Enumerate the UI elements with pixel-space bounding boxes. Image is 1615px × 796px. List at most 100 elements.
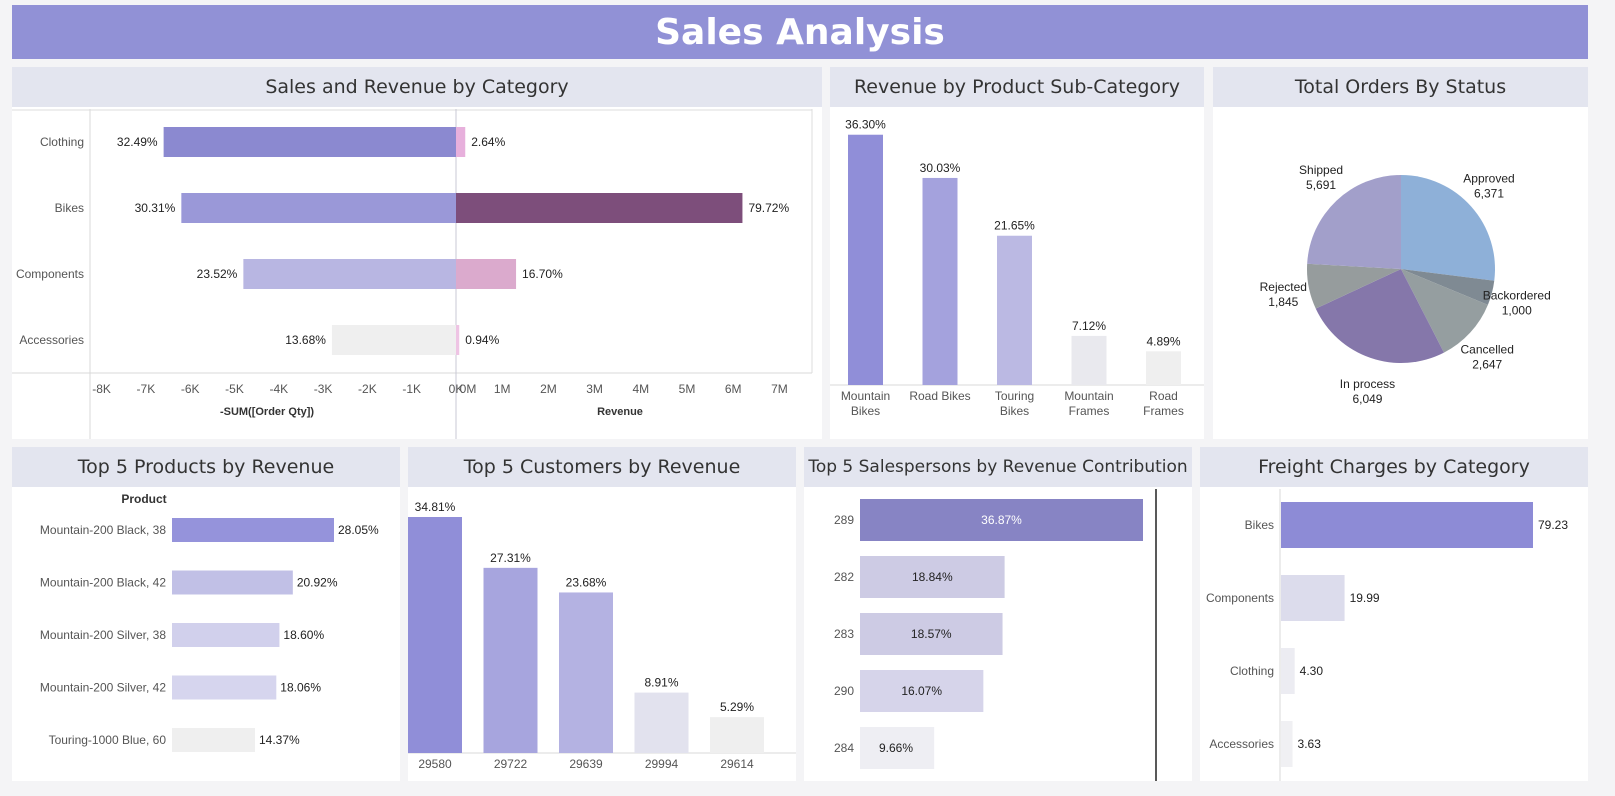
tick-label: 1M bbox=[494, 382, 511, 396]
category-label: Road bbox=[1149, 389, 1178, 403]
panel-status: Total Orders By Status Approved 6,371 Back… bbox=[1213, 67, 1588, 439]
product-bar bbox=[172, 570, 293, 595]
panel-products: Top 5 Products by Revenue Product Mountai… bbox=[12, 447, 400, 781]
qty-bar bbox=[331, 325, 456, 355]
value-label: 18.57% bbox=[911, 627, 952, 641]
column-header: Product bbox=[121, 492, 166, 506]
salesperson-label: 284 bbox=[834, 741, 854, 755]
freight-chart: Bikes 79.23 Components 19.99 Clothing 4.30 Acc… bbox=[1206, 489, 1568, 781]
customer-bar bbox=[408, 517, 462, 753]
category-label: Frames bbox=[1143, 404, 1184, 418]
tick-label: -4K bbox=[269, 382, 288, 396]
slice-value-label: 5,691 bbox=[1306, 178, 1336, 192]
product-label: Mountain-200 Silver, 42 bbox=[40, 681, 166, 695]
customer-label: 29639 bbox=[569, 757, 603, 771]
value-label: 4.89% bbox=[1146, 334, 1180, 348]
value-label: 14.37% bbox=[259, 733, 300, 747]
value-label: 7.12% bbox=[1072, 319, 1106, 333]
value-label: 18.84% bbox=[912, 570, 953, 584]
pie-slice bbox=[1307, 175, 1401, 269]
value-label: 9.66% bbox=[879, 741, 913, 755]
customer-bar bbox=[483, 567, 538, 753]
value-label: 16.07% bbox=[901, 684, 942, 698]
customer-label: 29994 bbox=[645, 757, 679, 771]
panel-title: Top 5 Customers by Revenue bbox=[408, 447, 796, 487]
customer-bar bbox=[710, 717, 764, 753]
product-label: Mountain-200 Black, 38 bbox=[40, 523, 166, 537]
revenue-label: 16.70% bbox=[522, 267, 563, 281]
category-label: Mountain bbox=[1064, 389, 1113, 403]
customer-bar bbox=[559, 592, 613, 753]
category-label: Bikes bbox=[851, 404, 880, 418]
product-bar bbox=[172, 675, 277, 700]
value-label: 20.92% bbox=[297, 576, 338, 590]
tick-label: 0M bbox=[460, 382, 477, 396]
pie-slice bbox=[1401, 269, 1495, 305]
customer-label: 29580 bbox=[418, 757, 452, 771]
slice-value-label: 6,371 bbox=[1474, 186, 1504, 200]
qty-label: 32.49% bbox=[117, 135, 158, 149]
slice-name-label: In process bbox=[1340, 377, 1395, 391]
freight-bar bbox=[1281, 575, 1345, 621]
product-bar bbox=[172, 728, 255, 752]
subcat-bar bbox=[848, 134, 883, 385]
salespersons-chart: 289 36.87% 282 18.84% 283 18.57% 290 16.07% 284 9… bbox=[834, 489, 1157, 781]
qty-bar bbox=[181, 193, 456, 223]
panel-subcat: Revenue by Product Sub-Category 36.30% Mo… bbox=[830, 67, 1204, 439]
category-label: Bikes bbox=[1245, 518, 1274, 532]
qty-bar bbox=[243, 259, 456, 289]
slice-name-label: Cancelled bbox=[1461, 343, 1514, 357]
tick-label: -7K bbox=[137, 382, 156, 396]
value-label: 36.30% bbox=[845, 118, 886, 132]
salesperson-label: 289 bbox=[834, 513, 854, 527]
panel-title: Top 5 Products by Revenue bbox=[12, 447, 400, 487]
subcat-bar bbox=[1071, 335, 1107, 385]
revenue-bar bbox=[456, 127, 466, 157]
category-label: Bikes bbox=[1000, 404, 1029, 418]
revenue-label: 2.64% bbox=[471, 135, 505, 149]
panel-title: Revenue by Product Sub-Category bbox=[830, 67, 1204, 107]
salesperson-bar bbox=[860, 499, 1143, 541]
customer-label: 29614 bbox=[720, 757, 754, 771]
value-label: 4.30 bbox=[1300, 664, 1324, 678]
freight-bar bbox=[1281, 648, 1295, 694]
product-label: Mountain-200 Black, 42 bbox=[40, 576, 166, 590]
product-bar bbox=[172, 623, 280, 647]
value-label: 79.23 bbox=[1538, 518, 1568, 532]
salesperson-label: 282 bbox=[834, 570, 854, 584]
revenue-bar bbox=[456, 259, 517, 289]
tick-label: -5K bbox=[225, 382, 244, 396]
revenue-bar bbox=[456, 193, 743, 223]
value-label: 5.29% bbox=[720, 700, 754, 714]
salesperson-bar bbox=[860, 613, 1003, 655]
panel-title: Total Orders By Status bbox=[1213, 67, 1588, 107]
panel-title: Freight Charges by Category bbox=[1200, 447, 1588, 487]
value-label: 23.68% bbox=[566, 575, 607, 589]
tick-label: 3M bbox=[586, 382, 603, 396]
tick-label: -3K bbox=[314, 382, 333, 396]
tick-label: -2K bbox=[358, 382, 377, 396]
subcat-bar bbox=[997, 235, 1032, 385]
pie-slice bbox=[1307, 263, 1401, 309]
value-label: 21.65% bbox=[994, 219, 1035, 233]
salesperson-label: 290 bbox=[834, 684, 854, 698]
revenue-label: 0.94% bbox=[465, 333, 499, 347]
products-chart: Product Mountain-200 Black, 38 28.05% Mount… bbox=[40, 492, 379, 752]
qty-bar bbox=[163, 127, 456, 157]
value-label: 3.63 bbox=[1298, 737, 1322, 751]
pie-slice bbox=[1401, 269, 1488, 353]
customer-label: 29722 bbox=[494, 757, 528, 771]
category-label: Accessories bbox=[1209, 737, 1274, 751]
customers-chart: 34.81% 29580 27.31% 29722 23.68% 29639 8.91% 29… bbox=[408, 500, 796, 771]
pie-slice bbox=[1315, 269, 1444, 363]
slice-name-label: Rejected bbox=[1260, 280, 1307, 294]
salesperson-bar bbox=[860, 727, 935, 769]
freight-bar bbox=[1281, 502, 1533, 548]
freight-bar bbox=[1281, 721, 1293, 767]
product-bar bbox=[172, 518, 334, 542]
salesperson-bar bbox=[860, 556, 1005, 598]
slice-name-label: Approved bbox=[1463, 171, 1514, 185]
product-label: Touring-1000 Blue, 60 bbox=[49, 733, 167, 747]
